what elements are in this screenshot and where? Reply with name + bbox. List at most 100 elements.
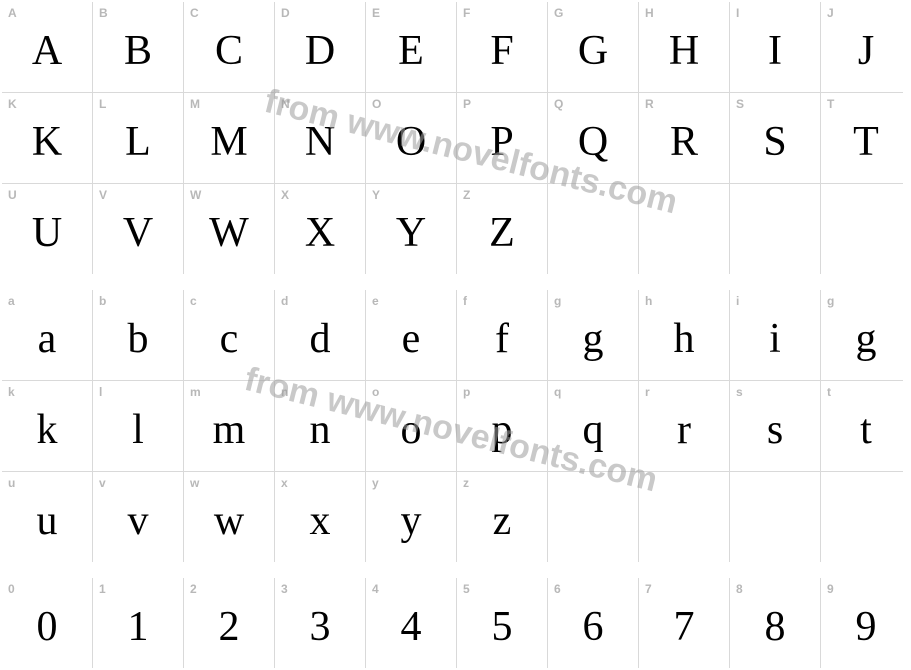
cell-label: B: [99, 6, 108, 20]
cell-glyph: N: [275, 121, 365, 163]
lowercase-cell: cc: [184, 290, 274, 380]
cell-glyph: 1: [93, 606, 183, 648]
digit-cell: 11: [93, 578, 183, 668]
digit-cell: 66: [548, 578, 638, 668]
lowercase-cell: vv: [93, 472, 183, 562]
cell-glyph: i: [730, 318, 820, 360]
cell-label: T: [827, 97, 835, 111]
cell-glyph: C: [184, 30, 274, 72]
cell-label: M: [190, 97, 200, 111]
cell-glyph: w: [184, 500, 274, 542]
lowercase-cell: ii: [730, 290, 820, 380]
cell-glyph: e: [366, 318, 456, 360]
cell-label: 0: [8, 582, 15, 596]
uppercase-cell: FF: [457, 2, 547, 92]
lowercase-cell: tt: [821, 381, 911, 471]
lowercase-cell: zz: [457, 472, 547, 562]
digit-cell: 99: [821, 578, 911, 668]
lowercase-cell: uu: [2, 472, 92, 562]
cell-label: k: [8, 385, 15, 399]
uppercase-cell: [821, 184, 911, 274]
cell-glyph: f: [457, 318, 547, 360]
cell-label: J: [827, 6, 834, 20]
uppercase-cell: JJ: [821, 2, 911, 92]
uppercase-cell: OO: [366, 93, 456, 183]
cell-glyph: z: [457, 500, 547, 542]
cell-glyph: F: [457, 30, 547, 72]
cell-glyph: s: [730, 409, 820, 451]
lowercase-cell: aa: [2, 290, 92, 380]
cell-label: Y: [372, 188, 380, 202]
cell-label: C: [190, 6, 199, 20]
uppercase-cell: HH: [639, 2, 729, 92]
uppercase-cell: SS: [730, 93, 820, 183]
cell-label: p: [463, 385, 471, 399]
cell-glyph: X: [275, 212, 365, 254]
cell-glyph: 8: [730, 606, 820, 648]
cell-glyph: V: [93, 212, 183, 254]
cell-label: y: [372, 476, 379, 490]
cell-glyph: G: [548, 30, 638, 72]
cell-glyph: W: [184, 212, 274, 254]
lowercase-cell: gg: [821, 290, 911, 380]
lowercase-cell: gg: [548, 290, 638, 380]
uppercase-cell: AA: [2, 2, 92, 92]
cell-glyph: H: [639, 30, 729, 72]
cell-label: X: [281, 188, 289, 202]
cell-label: h: [645, 294, 653, 308]
cell-label: U: [8, 188, 17, 202]
uppercase-cell: II: [730, 2, 820, 92]
cell-glyph: U: [2, 212, 92, 254]
font-chart-container: AABBCCDDEEFFGGHHIIJJKKLLMMNNOOPPQQRRSSTT…: [0, 2, 911, 668]
cell-label: t: [827, 385, 831, 399]
cell-label: 8: [736, 582, 743, 596]
lowercase-cell: rr: [639, 381, 729, 471]
cell-glyph: R: [639, 121, 729, 163]
cell-glyph: Y: [366, 212, 456, 254]
lowercase-cell: [730, 472, 820, 562]
lowercase-cell: mm: [184, 381, 274, 471]
cell-label: G: [554, 6, 564, 20]
lowercase-cell: hh: [639, 290, 729, 380]
digit-grid: 00112233445566778899: [2, 578, 903, 668]
cell-label: N: [281, 97, 290, 111]
uppercase-grid: AABBCCDDEEFFGGHHIIJJKKLLMMNNOOPPQQRRSSTT…: [2, 2, 903, 274]
cell-label: l: [99, 385, 103, 399]
cell-glyph: 0: [2, 606, 92, 648]
uppercase-cell: VV: [93, 184, 183, 274]
cell-glyph: l: [93, 409, 183, 451]
lowercase-grid: aabbccddeeffgghhiiggkkllmmnnooppqqrrsstt…: [2, 290, 903, 562]
uppercase-cell: DD: [275, 2, 365, 92]
cell-glyph: n: [275, 409, 365, 451]
cell-label: L: [99, 97, 107, 111]
cell-label: 5: [463, 582, 470, 596]
uppercase-cell: MM: [184, 93, 274, 183]
cell-glyph: h: [639, 318, 729, 360]
row-spacer: [2, 274, 903, 288]
lowercase-cell: yy: [366, 472, 456, 562]
cell-label: o: [372, 385, 380, 399]
uppercase-cell: EE: [366, 2, 456, 92]
lowercase-cell: dd: [275, 290, 365, 380]
cell-glyph: B: [93, 30, 183, 72]
cell-glyph: 3: [275, 606, 365, 648]
cell-label: v: [99, 476, 106, 490]
lowercase-cell: bb: [93, 290, 183, 380]
cell-label: 2: [190, 582, 197, 596]
cell-label: 6: [554, 582, 561, 596]
uppercase-cell: TT: [821, 93, 911, 183]
cell-label: n: [281, 385, 289, 399]
cell-label: P: [463, 97, 471, 111]
lowercase-cell: ff: [457, 290, 547, 380]
row-spacer: [2, 562, 903, 576]
uppercase-cell: [639, 184, 729, 274]
digit-cell: 33: [275, 578, 365, 668]
uppercase-cell: CC: [184, 2, 274, 92]
cell-label: m: [190, 385, 201, 399]
uppercase-cell: WW: [184, 184, 274, 274]
cell-glyph: 7: [639, 606, 729, 648]
cell-glyph: o: [366, 409, 456, 451]
uppercase-cell: [548, 184, 638, 274]
cell-label: q: [554, 385, 562, 399]
cell-label: f: [463, 294, 467, 308]
